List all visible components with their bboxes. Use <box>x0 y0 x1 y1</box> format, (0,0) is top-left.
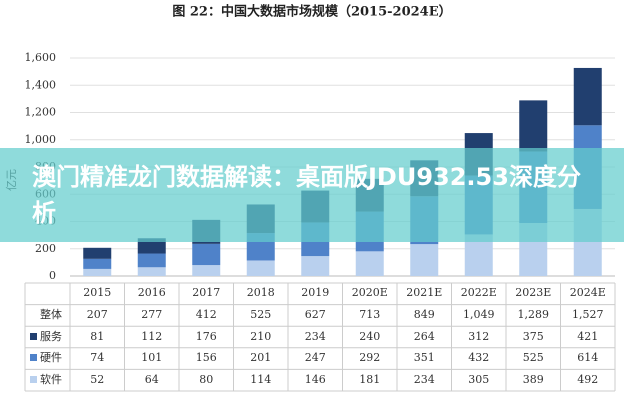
table-value: 146 <box>305 373 326 386</box>
x-tick-label: 2024E <box>570 286 606 299</box>
table-value: 849 <box>414 308 435 321</box>
table-value: 292 <box>359 351 380 364</box>
table-value: 627 <box>305 308 326 321</box>
table-value: 234 <box>414 373 435 386</box>
table-row-name: 整体 <box>40 307 62 321</box>
table-value: 201 <box>250 351 271 364</box>
x-tick-label: 2021E <box>406 286 442 299</box>
y-tick-label: 1,400 <box>25 78 57 91</box>
chart-title: 图 22：中国大数据市场规模（2015-2024E） <box>172 4 451 20</box>
y-tick-label: 200 <box>35 242 56 255</box>
x-tick-label: 2017 <box>192 286 220 299</box>
table-value: 421 <box>577 330 598 343</box>
bar-segment <box>137 253 166 268</box>
x-tick-label: 2023E <box>515 286 551 299</box>
table-value: 389 <box>523 373 544 386</box>
table-value: 114 <box>250 373 271 386</box>
bar-segment <box>137 238 166 254</box>
table-value: 1,049 <box>463 308 495 321</box>
table-value: 492 <box>577 373 598 386</box>
table-value: 74 <box>90 351 104 364</box>
table-value: 156 <box>196 351 217 364</box>
x-tick-label: 2019 <box>301 286 329 299</box>
table-value: 101 <box>141 351 162 364</box>
x-tick-label: 2020E <box>352 286 388 299</box>
banner-text: 澳门精准龙门数据解读：桌面版JDU932.53深度分析 <box>32 163 581 227</box>
table-value: 181 <box>359 373 380 386</box>
table-value: 614 <box>577 351 598 364</box>
table-value: 210 <box>250 330 271 343</box>
banner: 澳门精准龙门数据解读：桌面版JDU932.53深度分析 <box>0 148 624 242</box>
table-value: 80 <box>199 373 213 386</box>
table-value: 412 <box>196 308 217 321</box>
legend-swatch <box>30 354 37 361</box>
table-value: 1,289 <box>518 308 550 321</box>
table-value: 52 <box>90 373 104 386</box>
x-tick-label: 2022E <box>461 286 497 299</box>
table-value: 264 <box>414 330 435 343</box>
bar-segment <box>192 243 221 266</box>
y-tick-label: 1,600 <box>25 51 57 64</box>
table-value: 176 <box>196 330 217 343</box>
legend-label: 服务 <box>40 330 62 343</box>
legend-label: 软件 <box>40 372 62 386</box>
bar-segment <box>410 244 439 276</box>
bar-segment <box>246 260 275 276</box>
y-tick-label: 1,000 <box>25 133 57 146</box>
bar-segment <box>83 247 112 259</box>
table-value: 525 <box>523 351 544 364</box>
legend-label: 硬件 <box>40 351 62 364</box>
y-tick-label: 0 <box>49 269 56 282</box>
table-value: 64 <box>145 373 159 386</box>
table-value: 432 <box>468 351 489 364</box>
bar-segment <box>301 256 330 276</box>
table-value: 312 <box>468 330 489 343</box>
table-value: 112 <box>141 330 162 343</box>
table-value: 305 <box>468 373 489 386</box>
y-tick-label: 1,200 <box>25 106 57 119</box>
legend-swatch <box>30 333 37 340</box>
table-value: 351 <box>414 351 435 364</box>
table-value: 207 <box>87 308 108 321</box>
bar-segment <box>137 267 166 276</box>
bar-segment <box>192 265 221 276</box>
table-value: 1,527 <box>572 308 604 321</box>
bar-segment <box>83 268 112 276</box>
bar-segment <box>83 258 112 269</box>
table-value: 277 <box>141 308 162 321</box>
table-value: 525 <box>250 308 271 321</box>
x-tick-label: 2016 <box>138 286 166 299</box>
bar-segment <box>355 251 384 276</box>
legend-swatch <box>30 376 37 383</box>
table-value: 234 <box>305 330 326 343</box>
table-value: 375 <box>523 330 544 343</box>
table-value: 713 <box>359 308 380 321</box>
x-tick-label: 2018 <box>247 286 275 299</box>
bar-segment <box>573 67 602 126</box>
bar-segment <box>519 100 548 152</box>
table-value: 240 <box>359 330 380 343</box>
table-value: 81 <box>90 330 104 343</box>
x-tick-label: 2015 <box>83 286 111 299</box>
table-value: 247 <box>305 351 326 364</box>
